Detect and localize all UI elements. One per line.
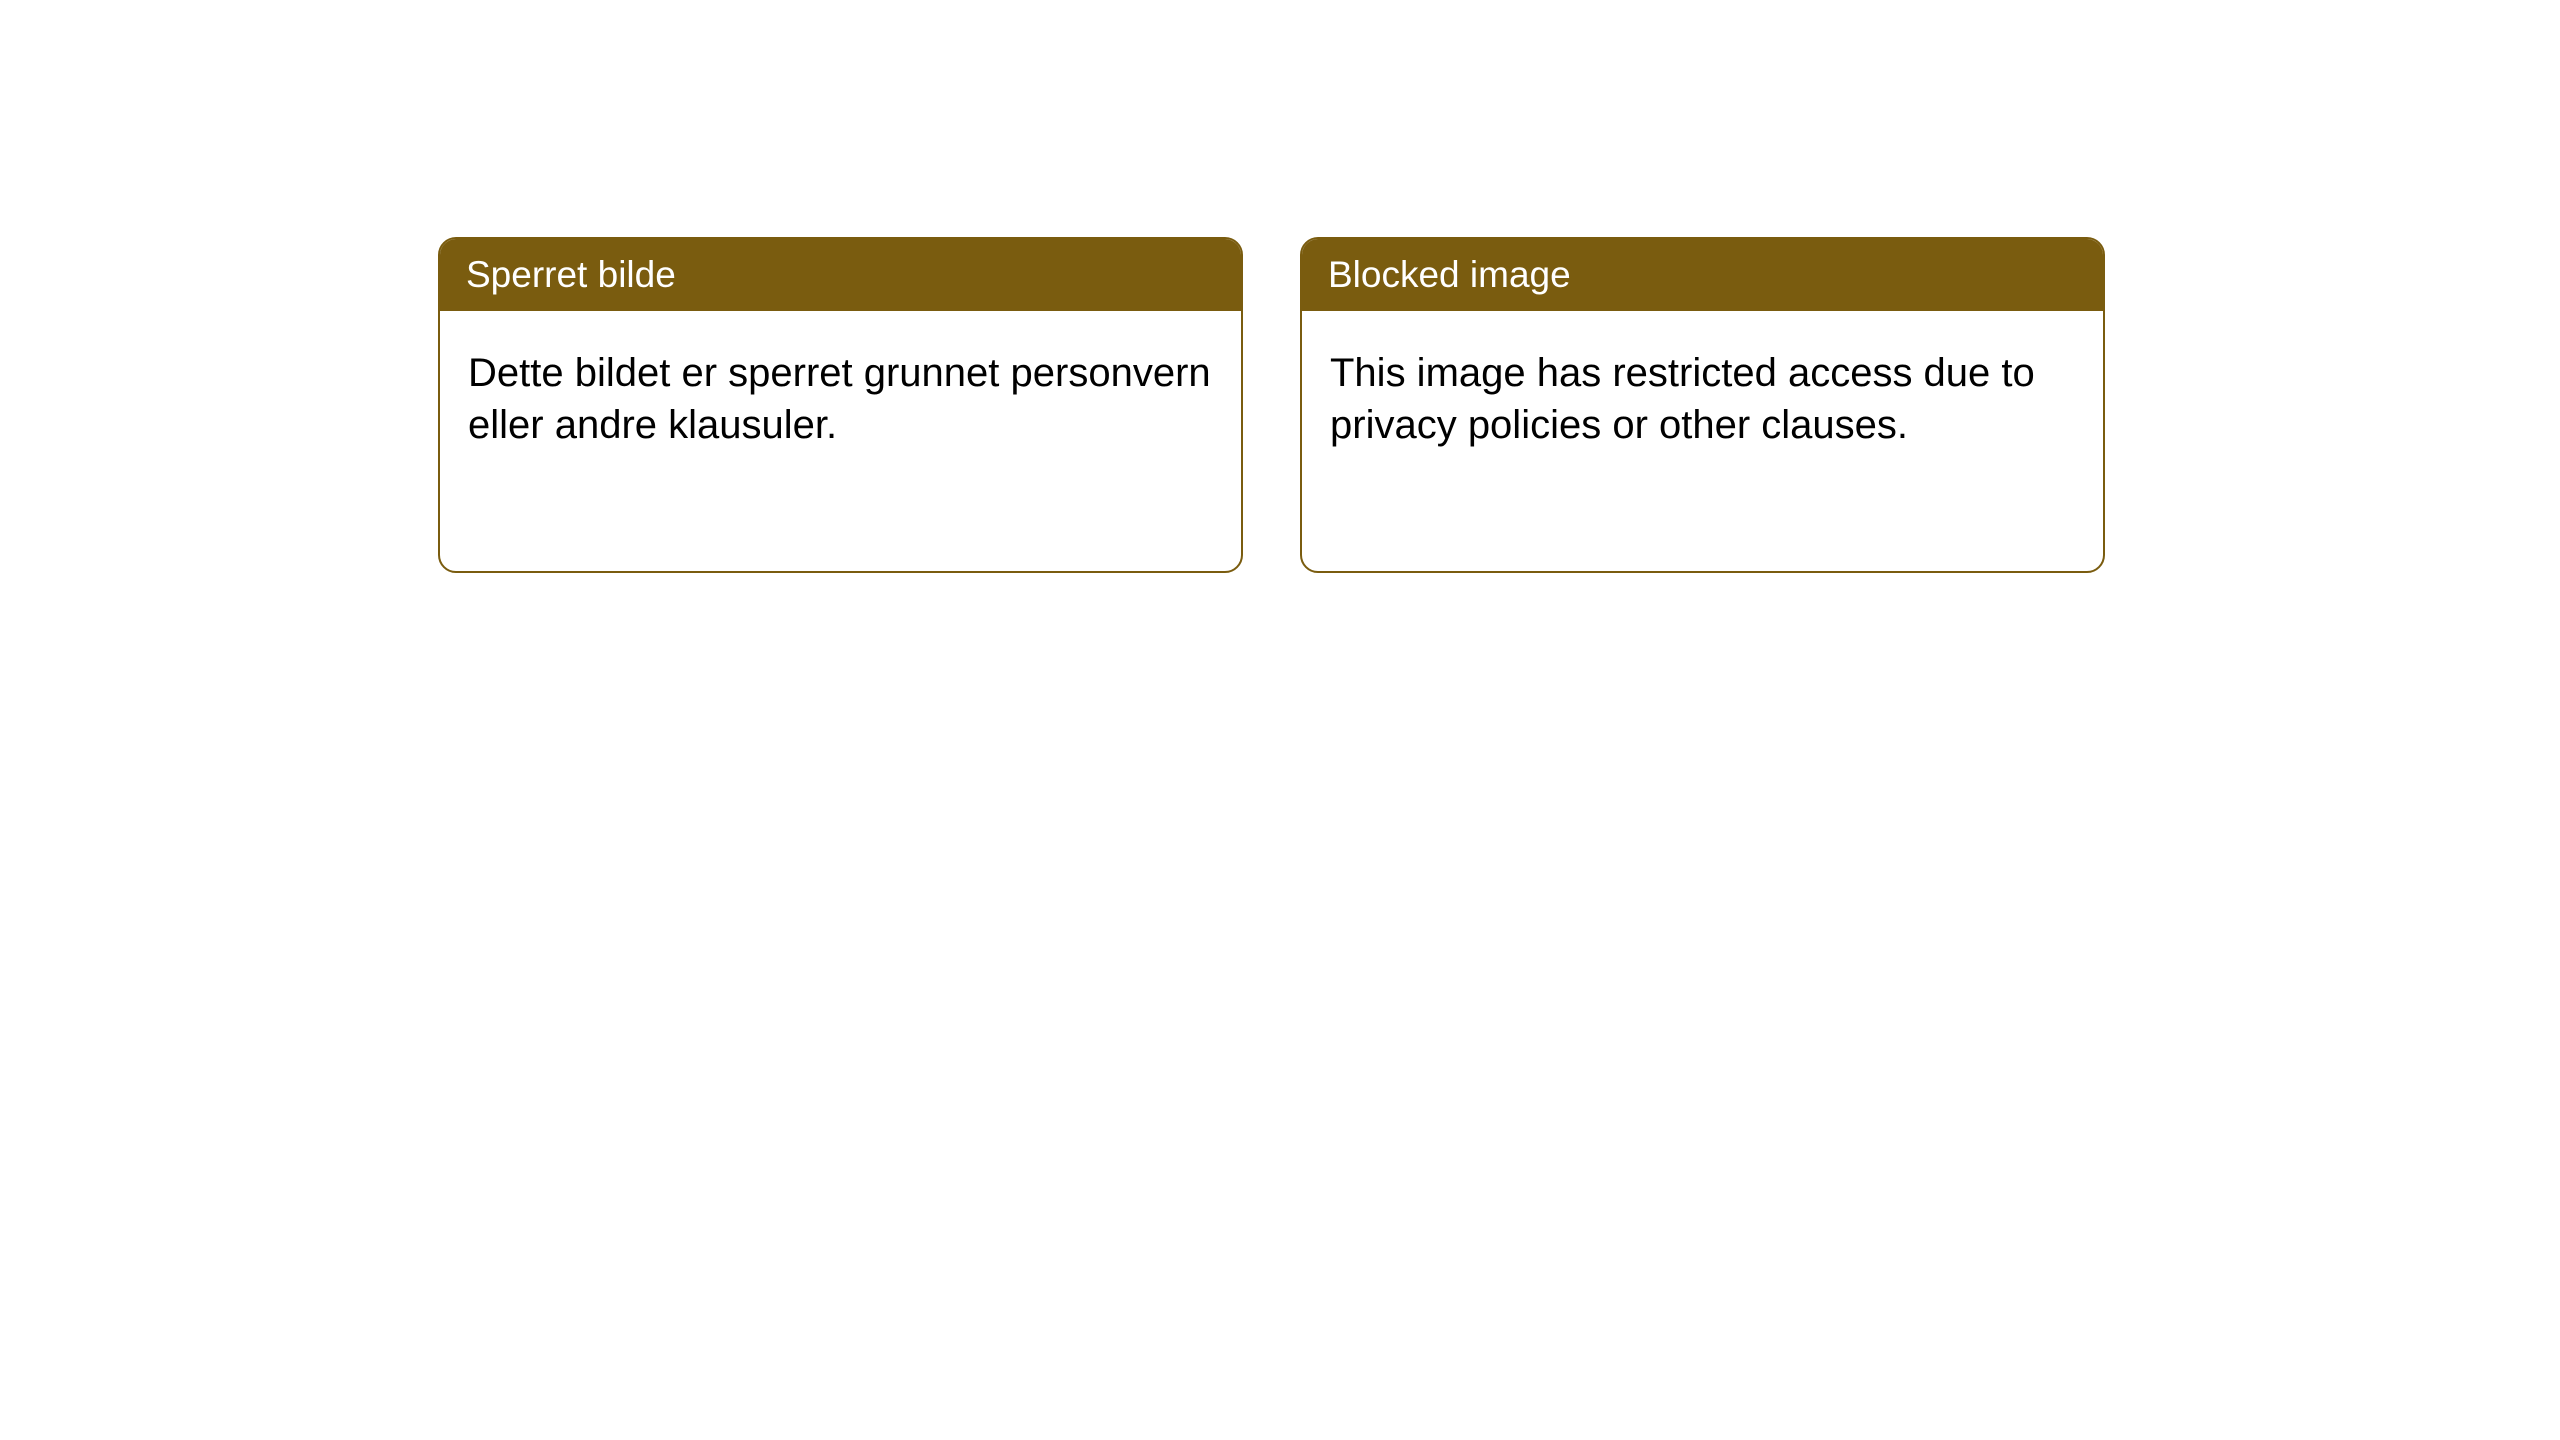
notice-header-norwegian: Sperret bilde (440, 239, 1241, 311)
notice-card-norwegian: Sperret bilde Dette bildet er sperret gr… (438, 237, 1243, 573)
notice-card-english: Blocked image This image has restricted … (1300, 237, 2105, 573)
notice-title: Blocked image (1328, 254, 1571, 295)
notice-header-english: Blocked image (1302, 239, 2103, 311)
notice-body-norwegian: Dette bildet er sperret grunnet personve… (440, 311, 1241, 487)
notice-body-english: This image has restricted access due to … (1302, 311, 2103, 487)
notice-title: Sperret bilde (466, 254, 676, 295)
notice-text: This image has restricted access due to … (1330, 351, 2035, 447)
notice-text: Dette bildet er sperret grunnet personve… (468, 351, 1211, 447)
notice-container: Sperret bilde Dette bildet er sperret gr… (438, 237, 2105, 573)
